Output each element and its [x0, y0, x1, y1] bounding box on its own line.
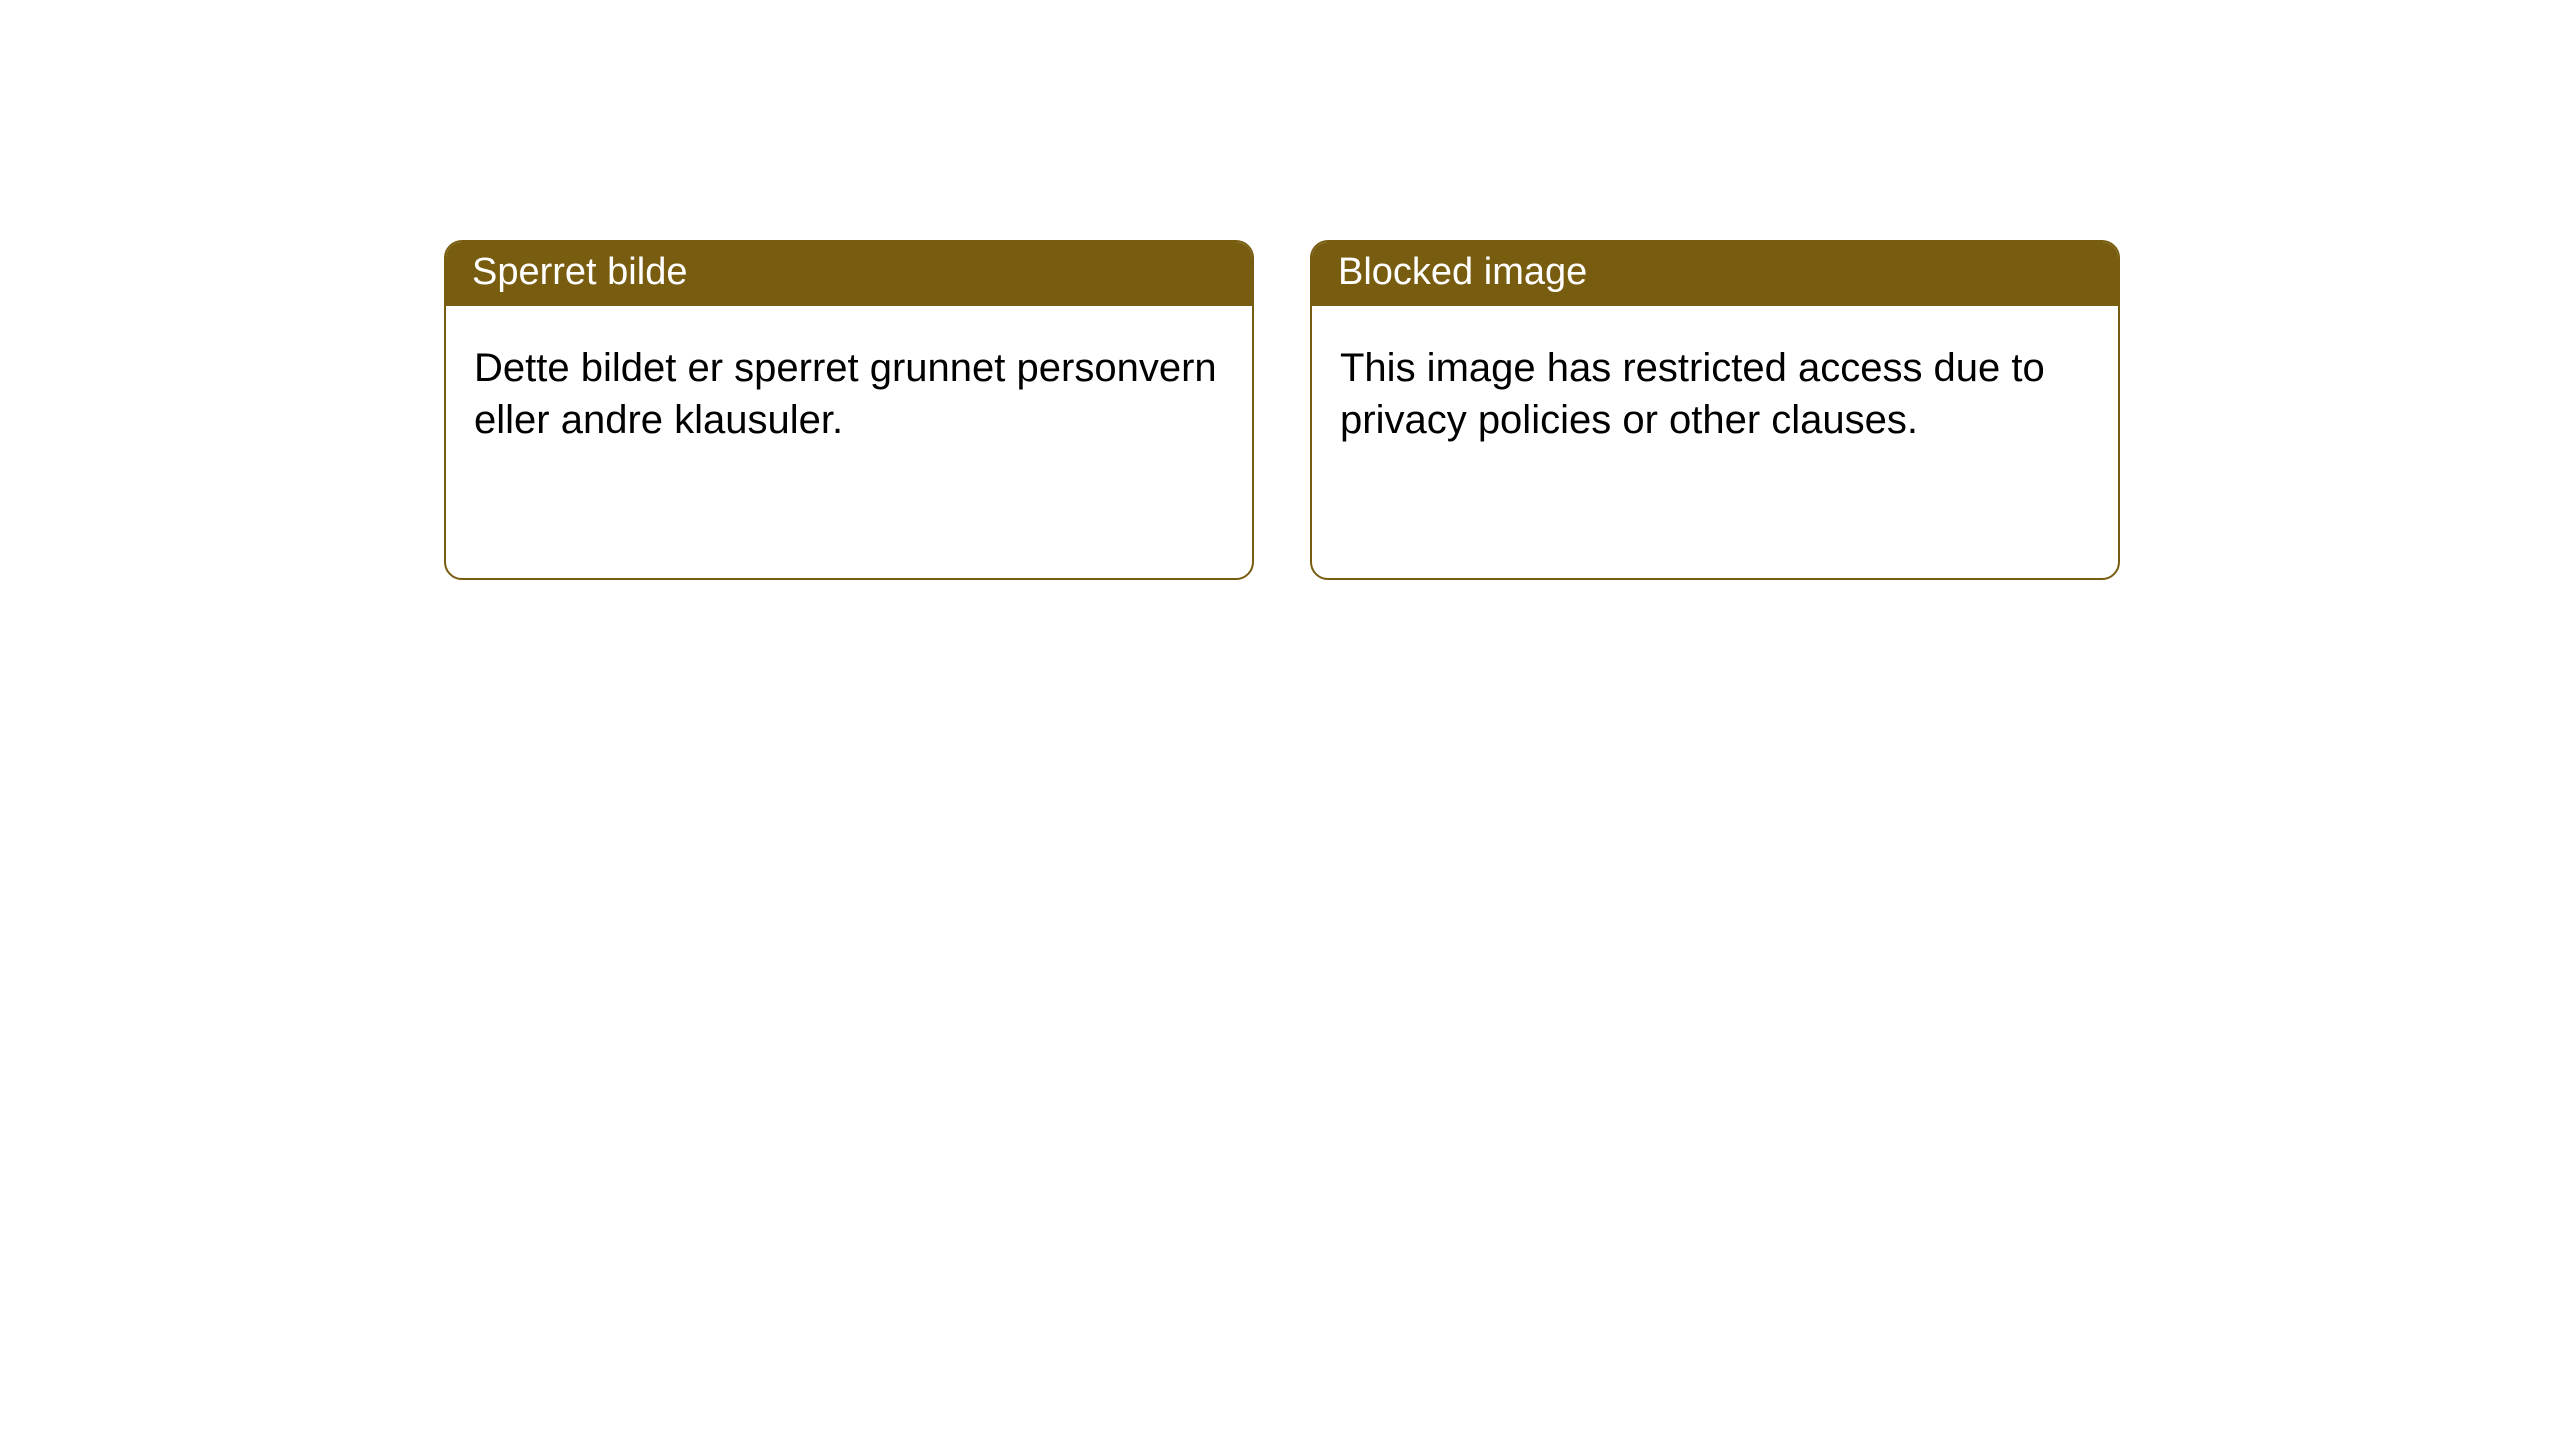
blocked-image-cards-container: Sperret bilde Dette bildet er sperret gr…	[0, 0, 2560, 580]
blocked-image-card-norwegian: Sperret bilde Dette bildet er sperret gr…	[444, 240, 1254, 580]
blocked-image-card-english: Blocked image This image has restricted …	[1310, 240, 2120, 580]
card-body-text: Dette bildet er sperret grunnet personve…	[446, 306, 1252, 482]
card-title: Sperret bilde	[446, 242, 1252, 306]
card-body-text: This image has restricted access due to …	[1312, 306, 2118, 482]
card-title: Blocked image	[1312, 242, 2118, 306]
